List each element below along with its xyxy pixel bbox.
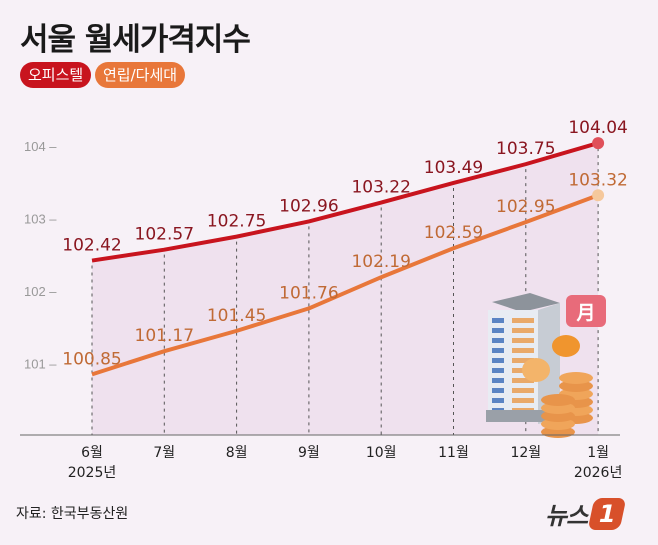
data-label: 102.96	[279, 196, 338, 216]
x-tick-label: 8월	[226, 445, 248, 461]
x-tick-label: 6월	[81, 445, 103, 461]
coin-stack-icon	[559, 372, 593, 384]
source-note: 자료: 한국부동산원	[16, 506, 129, 522]
building-window	[492, 358, 504, 363]
building-window	[492, 378, 504, 383]
data-label: 100.85	[62, 349, 121, 369]
series-end-point	[592, 137, 605, 150]
x-year-label: 2026년	[574, 465, 623, 481]
news1-logo: 뉴스 1	[545, 496, 627, 531]
legend-officetel: 오피스텔	[20, 62, 92, 88]
y-tick-label: 104 –	[24, 139, 57, 154]
data-label: 101.76	[279, 283, 338, 303]
data-label: 102.95	[496, 197, 555, 217]
building-side	[538, 303, 560, 424]
series-line-1	[91, 193, 599, 377]
building-window	[512, 348, 534, 353]
area-fill	[92, 143, 599, 435]
coin-stack-icon	[541, 394, 575, 406]
y-tick-label: 103 –	[24, 212, 57, 227]
x-tick-label: 1월	[587, 445, 609, 461]
y-tick-label: 102 –	[24, 284, 57, 299]
building-window	[512, 398, 534, 403]
data-label: 103.75	[496, 139, 555, 159]
data-label: 102.57	[135, 225, 194, 245]
month-badge-icon	[566, 295, 606, 327]
coin-icon	[522, 358, 550, 382]
data-label: 101.17	[135, 326, 194, 346]
building-window	[512, 358, 534, 363]
series-line-0	[91, 141, 599, 263]
x-tick-label: 9월	[298, 445, 320, 461]
x-tick-label: 12월	[510, 445, 541, 461]
x-tick-label: 10월	[366, 445, 397, 461]
building-window	[512, 318, 534, 323]
building-window	[512, 388, 534, 393]
data-label: 102.59	[424, 223, 483, 243]
building-window	[492, 338, 504, 343]
data-label: 103.49	[424, 158, 483, 178]
building-window	[492, 388, 504, 393]
data-label: 101.45	[207, 306, 266, 326]
coin-icon	[552, 335, 580, 357]
month-badge-text: 月	[575, 302, 595, 324]
building-icon	[492, 293, 560, 312]
x-tick-label: 11월	[438, 445, 469, 461]
data-label: 102.42	[62, 236, 121, 256]
building-window	[512, 338, 534, 343]
series-end-point	[592, 189, 605, 202]
data-label: 103.22	[351, 178, 410, 198]
building-window	[492, 328, 504, 333]
logo-text: 뉴스	[545, 502, 588, 530]
x-tick-label: 7월	[153, 445, 175, 461]
building-window	[492, 348, 504, 353]
chart-title: 서울 월세가격지수	[20, 22, 251, 58]
x-year-label: 2025년	[68, 465, 117, 481]
legend-villa: 연립/다세대	[95, 62, 186, 88]
building-window	[512, 378, 534, 383]
building-window	[492, 398, 504, 403]
data-label: 104.04	[568, 118, 627, 138]
y-tick-label: 101 –	[24, 357, 57, 372]
data-label: 103.32	[568, 170, 627, 190]
building-window	[512, 328, 534, 333]
data-label: 102.75	[207, 212, 266, 232]
building-base	[486, 410, 546, 422]
building-window	[492, 368, 504, 373]
logo-mark: 1	[587, 497, 627, 530]
building-window	[492, 318, 504, 323]
data-label: 102.19	[351, 252, 410, 272]
